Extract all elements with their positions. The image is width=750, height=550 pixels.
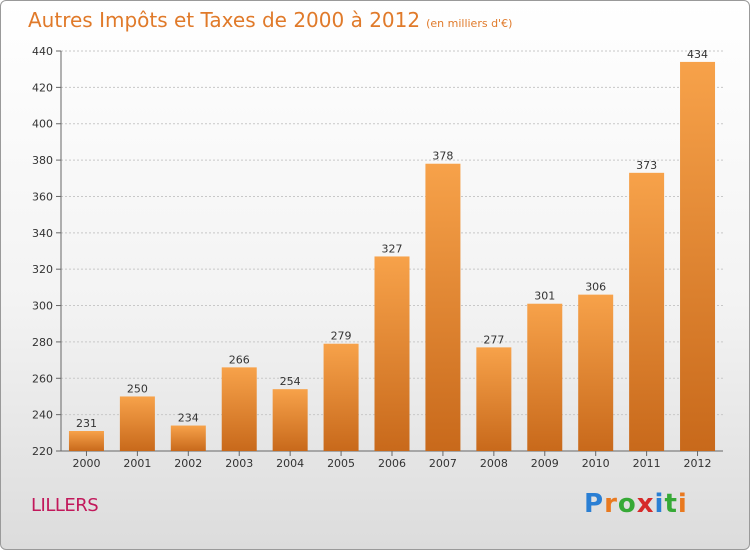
chart-title-text: Autres Impôts et Taxes de 2000 à 2012 [28,8,421,32]
x-tick-label: 2002 [174,457,202,470]
logo-letter: t [664,489,678,519]
location-label: LILLERS [31,495,99,516]
bar-value-label: 277 [483,333,504,346]
bar [629,172,665,451]
y-tick-label: 280 [32,336,53,349]
x-tick-label: 2006 [378,457,406,470]
bar [374,256,410,451]
bar-value-label: 373 [636,159,657,172]
bar-value-label: 234 [178,412,199,425]
bar-value-label: 266 [229,353,250,366]
bar-value-label: 434 [687,48,708,61]
x-tick-label: 2012 [684,457,712,470]
y-tick-label: 420 [32,81,53,94]
y-tick-label: 300 [32,300,53,313]
bar [425,163,461,451]
y-tick-label: 440 [32,45,53,58]
bar [221,367,257,451]
y-tick-label: 320 [32,263,53,276]
logo-letter: x [636,489,655,519]
y-tick-label: 360 [32,190,53,203]
bar [323,343,359,451]
x-tick-label: 2010 [582,457,610,470]
bar [527,303,563,451]
logo-letter: o [617,489,637,519]
x-tick-label: 2003 [225,457,253,470]
x-tick-label: 2000 [72,457,100,470]
bar [476,347,512,451]
bar-value-label: 301 [534,290,555,303]
logo-letter: i [654,489,665,519]
bar-value-label: 250 [127,382,148,395]
x-tick-label: 2001 [123,457,151,470]
bar-value-label: 378 [432,150,453,163]
logo-letter: P [584,489,605,519]
x-tick-label: 2008 [480,457,508,470]
bar [578,294,614,451]
y-tick-label: 380 [32,154,53,167]
bar-value-label: 306 [585,281,606,294]
y-tick-label: 400 [32,118,53,131]
y-tick-label: 340 [32,227,53,240]
x-tick-label: 2007 [429,457,457,470]
bar [272,389,308,451]
x-tick-label: 2004 [276,457,304,470]
x-tick-label: 2005 [327,457,355,470]
bar [119,396,155,451]
chart-subtitle: (en milliers d'€) [426,17,513,30]
x-tick-label: 2011 [633,457,661,470]
y-tick-label: 220 [32,445,53,458]
bar-value-label: 327 [382,242,403,255]
logo-letter: i [677,489,688,519]
chart-title: Autres Impôts et Taxes de 2000 à 2012 (en… [28,8,512,32]
bar [680,61,716,452]
x-tick-label: 2009 [531,457,559,470]
logo-letter: r [604,489,618,519]
bar-value-label: 254 [280,375,301,388]
bar [68,431,104,451]
y-tick-label: 260 [32,372,53,385]
proxiti-logo[interactable]: Proxiti [584,489,688,519]
bar-value-label: 231 [76,417,97,430]
y-tick-label: 240 [32,409,53,422]
bar-value-label: 279 [331,330,352,343]
bar [170,425,206,451]
